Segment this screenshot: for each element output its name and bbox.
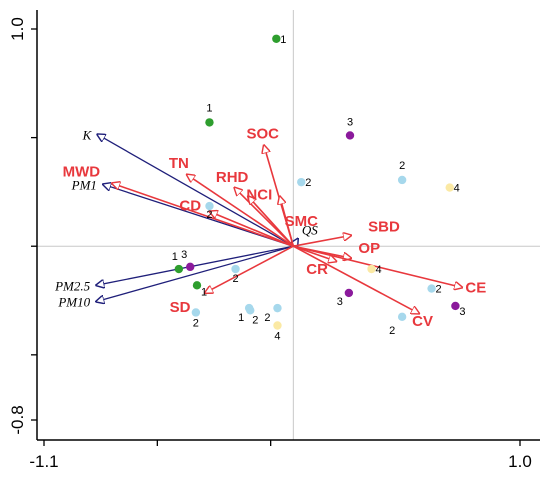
sample-point [231, 264, 240, 274]
env-label: NCI [246, 187, 272, 204]
env-arrow-tn [187, 175, 294, 247]
y-tick-label: -0.8 [8, 405, 27, 434]
species-arrow-k [97, 134, 294, 247]
sample-point [397, 175, 407, 185]
point-label: 3 [347, 116, 353, 128]
sample-point [246, 306, 255, 315]
env-label: SOC [246, 125, 279, 142]
env-arrow-cd [209, 211, 294, 247]
env-label: TN [169, 155, 189, 172]
env-label: SBD [368, 219, 400, 236]
point-label: 1 [238, 312, 244, 324]
species-label: PM1 [71, 177, 97, 192]
species-label: PM10 [57, 295, 90, 310]
sample-point [205, 118, 214, 127]
point-label: 4 [274, 331, 280, 343]
env-label: CD [179, 197, 201, 214]
species-arrow-pm10 [96, 245, 294, 301]
point-label: 3 [181, 249, 187, 261]
sample-point [367, 264, 376, 274]
sample-point [191, 308, 201, 317]
sample-point [272, 34, 281, 43]
x-tick-label: 1.0 [508, 452, 532, 471]
sample-point [297, 177, 306, 187]
point-label: 4 [454, 183, 460, 195]
sample-point [344, 288, 354, 298]
sample-point [205, 201, 214, 211]
point-label: 2 [193, 317, 199, 329]
point-label: 2 [389, 325, 395, 337]
env-label: SMC [285, 213, 319, 230]
point-label: 2 [264, 312, 270, 324]
point-label: 2 [399, 160, 405, 172]
env-label: RHD [216, 169, 249, 186]
reference-lines [37, 10, 540, 440]
point-label: 2 [206, 209, 212, 221]
sample-point [397, 312, 407, 322]
sample-point [192, 281, 202, 290]
point-label: 2 [252, 314, 258, 326]
point-label: 2 [232, 273, 238, 285]
point-label: 2 [436, 284, 442, 296]
env-arrow-sbd [293, 235, 351, 248]
species-vectors: K PM1 QS PM2.5 PM10 [54, 127, 318, 309]
point-label: 1 [206, 102, 212, 114]
env-arrow-smc [280, 196, 295, 247]
point-label: 1 [172, 251, 178, 263]
y-tick-label: 1.0 [8, 17, 27, 41]
point-label: 1 [201, 286, 207, 298]
env-arrow-sd [205, 245, 294, 293]
point-label: 1 [280, 34, 286, 46]
sample-point [186, 262, 195, 272]
species-arrow-pm25 [96, 245, 294, 285]
env-arrow-cv [292, 245, 419, 313]
sample-point [273, 321, 282, 330]
point-label: 4 [375, 264, 381, 276]
point-label: 3 [337, 296, 343, 308]
env-label: CE [465, 279, 486, 296]
sample-point [345, 131, 355, 140]
sample-point [451, 301, 460, 311]
x-tick-label: -1.1 [29, 452, 58, 471]
sample-point [427, 284, 436, 293]
species-label: QS [302, 223, 318, 238]
env-arrow-mwd [112, 183, 294, 247]
env-label: CR [306, 261, 328, 278]
sample-point [174, 264, 184, 274]
sample-point [445, 183, 454, 192]
sample-point [273, 303, 282, 313]
species-label: PM2.5 [54, 278, 91, 293]
env-label: CV [412, 313, 433, 330]
env-label: MWD [63, 163, 101, 180]
env-label: SD [170, 299, 191, 316]
axes: -1.1 1.0 1.0 -0.8 [8, 10, 540, 471]
point-label: 2 [305, 177, 311, 189]
species-label: K [82, 127, 93, 142]
env-label: OP [358, 240, 380, 257]
env-arrow-nci [248, 196, 294, 247]
env-arrow-ce [293, 245, 462, 287]
species-arrow-qs [293, 239, 298, 247]
point-label: 3 [459, 306, 465, 318]
